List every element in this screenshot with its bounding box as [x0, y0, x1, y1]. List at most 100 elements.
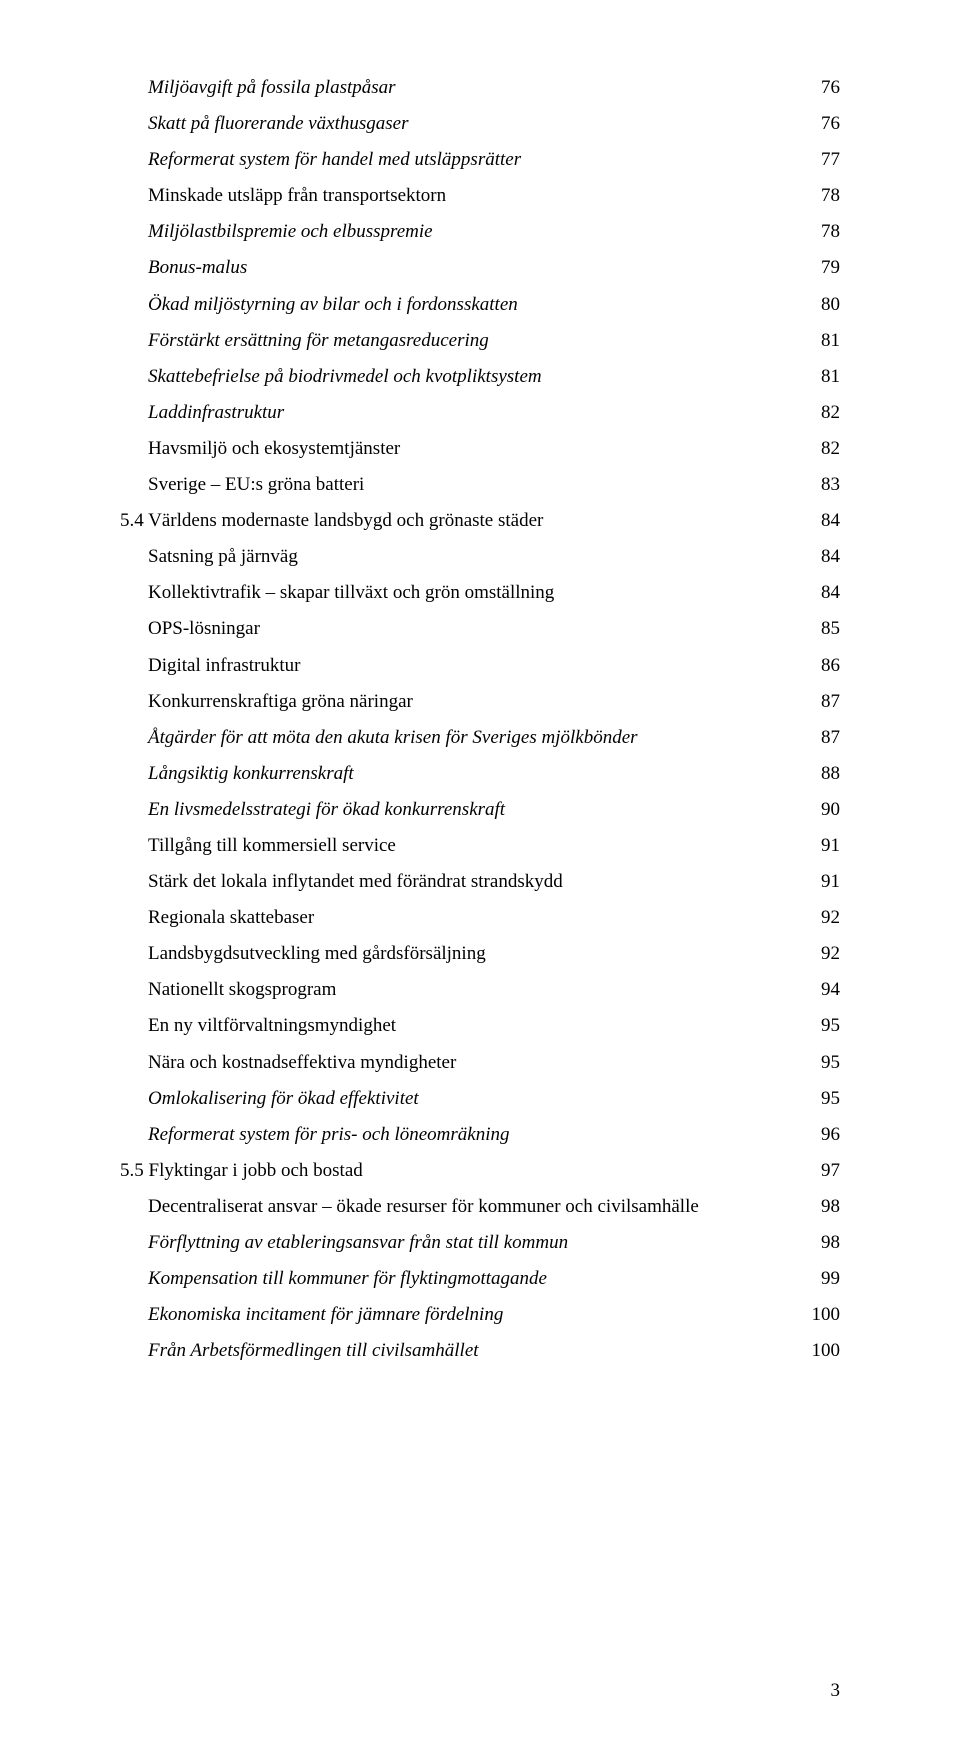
toc-entry-title: 5.4 Världens modernaste landsbygd och gr… [120, 503, 543, 539]
toc-entry: Laddinfrastruktur 82 [120, 395, 840, 431]
toc-entry-page: 77 [808, 142, 840, 178]
toc-entry-page: 78 [808, 178, 840, 214]
toc-entry-title: Miljölastbilspremie och elbusspremie [148, 214, 433, 250]
toc-entry: Omlokalisering för ökad effektivitet 95 [120, 1081, 840, 1117]
toc-entry: Landsbygdsutveckling med gårdsförsäljnin… [120, 936, 840, 972]
toc-entry-page: 95 [808, 1008, 840, 1044]
toc-entry-title: OPS-lösningar [148, 611, 260, 647]
toc-entry: Åtgärder för att möta den akuta krisen f… [120, 720, 840, 756]
toc-entry-title: Från Arbetsförmedlingen till civilsamhäl… [148, 1333, 479, 1369]
toc-entry: Stärk det lokala inflytandet med förändr… [120, 864, 840, 900]
document-page: Miljöavgift på fossila plastpåsar76Skatt… [0, 0, 960, 1759]
toc-entry-title: Stärk det lokala inflytandet med förändr… [148, 864, 563, 900]
toc-entry-title: Ökad miljöstyrning av bilar och i fordon… [148, 287, 518, 323]
toc-entry: Förflyttning av etableringsansvar från s… [120, 1225, 840, 1261]
toc-entry: Från Arbetsförmedlingen till civilsamhäl… [120, 1333, 840, 1369]
table-of-contents: Miljöavgift på fossila plastpåsar76Skatt… [120, 70, 840, 1369]
toc-entry-page: 91 [808, 864, 840, 900]
toc-entry-title: Konkurrenskraftiga gröna näringar [148, 684, 413, 720]
toc-entry-title: Miljöavgift på fossila plastpåsar [148, 70, 396, 106]
toc-entry-title: En ny viltförvaltningsmyndighet [148, 1008, 396, 1044]
toc-entry-page: 100 [808, 1297, 840, 1333]
toc-entry: En livsmedelsstrategi för ökad konkurren… [120, 792, 840, 828]
toc-entry-page: 95 [808, 1045, 840, 1081]
toc-entry: Havsmiljö och ekosystemtjänster 82 [120, 431, 840, 467]
toc-entry-page: 76 [808, 106, 840, 142]
toc-entry-page: 82 [808, 431, 840, 467]
toc-entry-title: Kompensation till kommuner för flyktingm… [148, 1261, 547, 1297]
toc-entry-title: Nära och kostnadseffektiva myndigheter [148, 1045, 456, 1081]
toc-entry-title: En livsmedelsstrategi för ökad konkurren… [148, 792, 505, 828]
toc-entry-title: Förflyttning av etableringsansvar från s… [148, 1225, 568, 1261]
toc-entry-page: 82 [808, 395, 840, 431]
toc-entry-title: 5.5 Flyktingar i jobb och bostad [120, 1153, 363, 1189]
toc-entry: Skattebefrielse på biodrivmedel och kvot… [120, 359, 840, 395]
toc-entry-page: 84 [808, 575, 840, 611]
toc-entry-title: Sverige – EU:s gröna batteri [148, 467, 364, 503]
toc-entry-page: 86 [808, 648, 840, 684]
toc-entry-title: Digital infrastruktur [148, 648, 301, 684]
toc-entry-title: Landsbygdsutveckling med gårdsförsäljnin… [148, 936, 486, 972]
toc-entry-page: 87 [808, 720, 840, 756]
toc-entry-page: 98 [808, 1225, 840, 1261]
toc-entry-page: 97 [808, 1153, 840, 1189]
toc-entry-title: Kollektivtrafik – skapar tillväxt och gr… [148, 575, 554, 611]
toc-entry-page: 84 [808, 503, 840, 539]
toc-entry-title: Åtgärder för att möta den akuta krisen f… [148, 720, 638, 756]
toc-entry: Miljöavgift på fossila plastpåsar 76 [120, 70, 840, 106]
toc-entry-title: Bonus-malus [148, 250, 247, 286]
toc-entry-page: 91 [808, 828, 840, 864]
toc-entry-page: 90 [808, 792, 840, 828]
toc-entry-page: 81 [808, 359, 840, 395]
toc-entry-page: 87 [808, 684, 840, 720]
toc-entry-title: Laddinfrastruktur [148, 395, 284, 431]
toc-entry-page: 98 [808, 1189, 840, 1225]
toc-entry-page: 83 [808, 467, 840, 503]
toc-entry: Digital infrastruktur 86 [120, 648, 840, 684]
toc-entry: Ekonomiska incitament för jämnare fördel… [120, 1297, 840, 1333]
toc-entry-title: Långsiktig konkurrenskraft [148, 756, 354, 792]
toc-entry-page: 78 [808, 214, 840, 250]
toc-entry-page: 92 [808, 900, 840, 936]
toc-entry-page: 88 [808, 756, 840, 792]
toc-entry-page: 79 [808, 250, 840, 286]
toc-entry: Kollektivtrafik – skapar tillväxt och gr… [120, 575, 840, 611]
toc-entry: Ökad miljöstyrning av bilar och i fordon… [120, 287, 840, 323]
toc-entry-page: 81 [808, 323, 840, 359]
page-number: 3 [831, 1673, 841, 1709]
toc-entry: 5.4 Världens modernaste landsbygd och gr… [120, 503, 840, 539]
toc-entry-title: Tillgång till kommersiell service [148, 828, 396, 864]
toc-entry: Tillgång till kommersiell service 91 [120, 828, 840, 864]
toc-entry-page: 95 [808, 1081, 840, 1117]
toc-entry-title: Skattebefrielse på biodrivmedel och kvot… [148, 359, 542, 395]
toc-entry: Satsning på järnväg84 [120, 539, 840, 575]
toc-entry-title: Förstärkt ersättning för metangasreducer… [148, 323, 489, 359]
toc-entry-title: Decentraliserat ansvar – ökade resurser … [148, 1189, 699, 1225]
toc-entry: Konkurrenskraftiga gröna näringar 87 [120, 684, 840, 720]
toc-entry-title: Reformerat system för pris- och löneomrä… [148, 1117, 509, 1153]
toc-entry: Nationellt skogsprogram94 [120, 972, 840, 1008]
toc-entry-page: 80 [808, 287, 840, 323]
toc-entry-page: 76 [808, 70, 840, 106]
toc-entry: Decentraliserat ansvar – ökade resurser … [120, 1189, 840, 1225]
toc-entry-title: Omlokalisering för ökad effektivitet [148, 1081, 419, 1117]
toc-entry-page: 96 [808, 1117, 840, 1153]
toc-entry: Reformerat system för handel med utsläpp… [120, 142, 840, 178]
toc-entry: Långsiktig konkurrenskraft 88 [120, 756, 840, 792]
toc-entry: En ny viltförvaltningsmyndighet 95 [120, 1008, 840, 1044]
toc-entry: Regionala skattebaser 92 [120, 900, 840, 936]
toc-entry-title: Ekonomiska incitament för jämnare fördel… [148, 1297, 503, 1333]
toc-entry-page: 92 [808, 936, 840, 972]
toc-entry: Nära och kostnadseffektiva myndigheter 95 [120, 1045, 840, 1081]
toc-entry-page: 84 [808, 539, 840, 575]
toc-entry-page: 100 [808, 1333, 840, 1369]
toc-entry: Bonus-malus 79 [120, 250, 840, 286]
toc-entry-title: Havsmiljö och ekosystemtjänster [148, 431, 400, 467]
toc-entry-page: 85 [808, 611, 840, 647]
toc-entry: Skatt på fluorerande växthusgaser76 [120, 106, 840, 142]
toc-entry: Reformerat system för pris- och löneomrä… [120, 1117, 840, 1153]
toc-entry-title: Reformerat system för handel med utsläpp… [148, 142, 521, 178]
toc-entry: Förstärkt ersättning för metangasreducer… [120, 323, 840, 359]
toc-entry-title: Regionala skattebaser [148, 900, 314, 936]
toc-entry: Minskade utsläpp från transportsektorn78 [120, 178, 840, 214]
